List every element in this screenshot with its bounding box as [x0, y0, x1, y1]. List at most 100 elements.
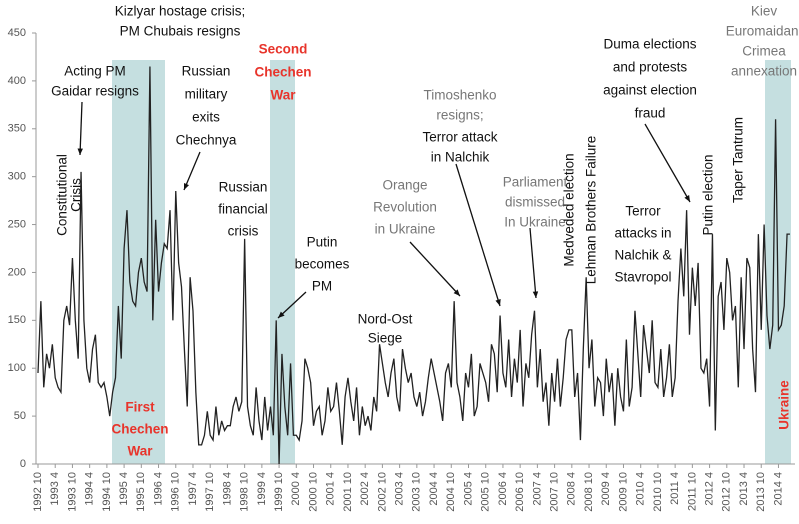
x-tick-label: 2013 4 — [738, 472, 750, 506]
shaded-period — [112, 60, 165, 464]
x-tick-label: 1998 4 — [221, 472, 233, 506]
annotation: Medveded election — [562, 153, 577, 266]
annotation: military — [185, 87, 228, 102]
x-tick-label: 1993 4 — [49, 472, 61, 506]
annotation: Second — [259, 42, 308, 57]
x-tick-label: 1996 4 — [152, 472, 164, 506]
annotation: Crimea — [742, 44, 786, 59]
x-tick-label: 2003 4 — [394, 472, 406, 506]
arrow-head — [453, 289, 460, 296]
x-tick-label: 2001 10 — [342, 472, 354, 512]
x-tick-label: 2012 4 — [703, 472, 715, 506]
x-tick-label: 1995 10 — [135, 472, 147, 512]
x-tick-label: 2013 10 — [755, 472, 767, 512]
annotation: Putin — [307, 235, 338, 250]
arrow-head — [183, 183, 190, 190]
annotation: Euromaidan; — [726, 24, 799, 39]
annotation: Orange — [382, 178, 427, 193]
x-tick-label: 2010 10 — [652, 472, 664, 512]
x-tick-label: 2004 10 — [445, 472, 457, 512]
y-tick-label: 350 — [8, 123, 26, 135]
annotation: First — [125, 400, 155, 415]
annotation: Nalchik & — [614, 248, 671, 263]
annotation: PM — [312, 279, 332, 294]
annotation: Siege — [368, 331, 403, 346]
annotation: Kizlyar hostage crisis; — [115, 4, 246, 19]
x-tick-label: 2011 4 — [669, 472, 681, 505]
y-tick-label: 250 — [8, 218, 26, 230]
arrow-head — [684, 195, 690, 202]
annotation: in Nalchik — [431, 150, 490, 165]
x-tick-label: 1996 10 — [170, 472, 182, 512]
y-tick-label: 200 — [8, 266, 26, 278]
x-tick-label: 2006 10 — [514, 472, 526, 512]
annotation: attacks in — [614, 226, 671, 241]
x-tick-label: 2008 10 — [583, 472, 595, 512]
x-tick-label: 2009 4 — [600, 472, 612, 506]
y-tick-label: 150 — [8, 314, 26, 326]
annotation: and protests — [613, 60, 688, 75]
x-tick-label: 1999 10 — [273, 472, 285, 512]
annotation: Duma elections — [603, 37, 696, 52]
annotation: PM Chubais resigns — [120, 24, 241, 39]
annotation: Ukraine — [777, 380, 792, 430]
annotation: annexation — [731, 64, 797, 79]
annotation: in Ukraine — [375, 222, 436, 237]
annotation: Terror attack — [422, 130, 497, 145]
x-tick-label: 2002 10 — [376, 472, 388, 512]
annotation: War — [270, 88, 296, 103]
annotation: fraud — [635, 106, 666, 121]
annotation: Constitutional — [55, 154, 70, 236]
x-tick-label: 1995 4 — [118, 472, 130, 506]
x-tick-label: 2007 10 — [549, 472, 561, 512]
annotation-arrow — [183, 151, 201, 191]
x-tick-label: 1997 10 — [204, 472, 216, 512]
x-tick-label: 2008 4 — [566, 472, 578, 506]
arrow-head — [278, 311, 285, 318]
annotation: Gaidar resigns — [51, 84, 139, 99]
x-tick-label: 1998 10 — [239, 472, 251, 512]
x-tick-label: 2010 4 — [635, 472, 647, 506]
annotation: Terror — [625, 204, 661, 219]
annotation-arrow — [409, 241, 461, 297]
x-tick-label: 2000 4 — [290, 472, 302, 506]
annotation: In Ukraine — [504, 215, 566, 230]
x-tick-label: 1997 4 — [187, 472, 199, 506]
x-tick-label: 2005 10 — [480, 472, 492, 512]
annotation: resigns; — [436, 108, 483, 123]
x-tick-label: 1994 10 — [101, 472, 113, 512]
x-tick-label: 2002 4 — [359, 472, 371, 506]
annotation: crisis — [228, 224, 259, 239]
annotation: Acting PM — [64, 64, 126, 79]
annotation-arrow — [79, 101, 83, 156]
y-tick-label: 450 — [8, 27, 26, 39]
y-tick-label: 50 — [14, 410, 26, 422]
annotation: Revolution — [373, 200, 437, 215]
x-tick-label: 1993 10 — [66, 472, 78, 512]
x-tick-label: 2004 4 — [428, 472, 440, 506]
annotation: Crisis — [69, 178, 84, 212]
y-tick-label: 300 — [8, 171, 26, 183]
x-tick-label: 2009 10 — [617, 472, 629, 512]
x-tick-label: 1992 10 — [32, 472, 44, 512]
annotation: against election — [603, 83, 697, 98]
annotation: Chechen — [254, 65, 311, 80]
x-tick-label: 2007 4 — [531, 472, 543, 506]
annotation: Nord-Ost — [358, 312, 413, 327]
x-tick-label: 2001 4 — [325, 472, 337, 506]
x-tick-label: 1999 4 — [256, 472, 268, 506]
annotation: Chechnya — [176, 133, 237, 148]
annotation: Kiev — [751, 4, 778, 19]
annotation: dismissed — [505, 195, 565, 210]
y-tick-label: 100 — [8, 362, 26, 374]
x-tick-label: 2000 10 — [307, 472, 319, 512]
y-tick-label: 400 — [8, 75, 26, 87]
annotation: Stavropol — [614, 270, 671, 285]
annotation: Chechen — [111, 422, 168, 437]
arrow-head — [495, 299, 501, 306]
annotation: Taper Tantrum — [731, 117, 746, 203]
x-tick-label: 2012 10 — [721, 472, 733, 512]
annotation: Putin election — [701, 154, 716, 235]
